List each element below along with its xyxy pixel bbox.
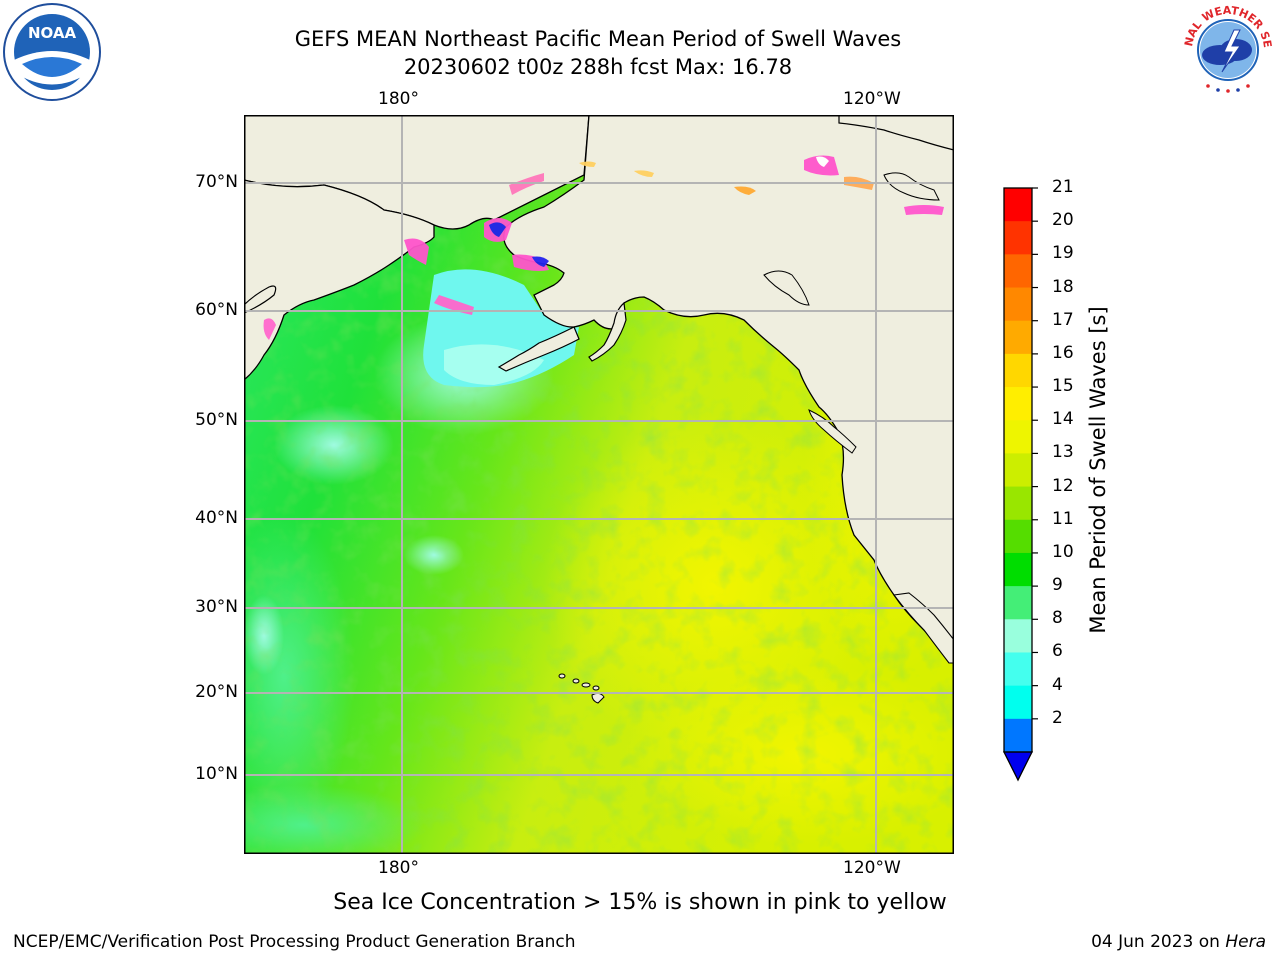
credit-right: 04 Jun 2023 on Hera [1091, 932, 1266, 952]
colorbar-band [1004, 188, 1032, 222]
colorbar-tick-label: 21 [1052, 177, 1074, 197]
colorbar-tick-label: 14 [1052, 409, 1074, 430]
noaa-logo-text: NOAA [28, 24, 77, 42]
colorbar-underflow-triangle [1002, 751, 1034, 782]
colorbar-tick-label: 19 [1052, 243, 1074, 264]
colorbar-band [1004, 387, 1032, 421]
credit-date: 04 Jun 2023 on [1091, 932, 1220, 952]
colorbar-tick-label: 2 [1052, 707, 1063, 728]
lat-label-70n: 70°N [195, 172, 238, 192]
lat-label-30n: 30°N [195, 597, 238, 617]
sea-ice-note: Sea Ice Concentration > 15% is shown in … [333, 890, 947, 915]
colorbar-band [1004, 685, 1032, 720]
colorbar-tick-label: 16 [1052, 342, 1074, 363]
colorbar-band [1004, 486, 1032, 521]
credit-left: NCEP/EMC/Verification Post Processing Pr… [13, 932, 576, 952]
colorbar-band [1004, 254, 1032, 289]
credit-host: Hera [1225, 932, 1266, 952]
colorbar-band [1004, 586, 1032, 620]
colorbar-band [1004, 420, 1032, 454]
lat-label-40n: 40°N [195, 508, 238, 528]
colorbar-tick-label: 17 [1052, 309, 1074, 330]
colorbar-tick-label: 4 [1052, 674, 1063, 695]
swell-period-map [244, 115, 954, 854]
colorbar-band [1004, 221, 1032, 255]
lon-label-top-120w: 120°W [843, 89, 901, 109]
lat-label-50n: 50°N [195, 410, 238, 430]
colorbar-tick-label: 11 [1052, 508, 1074, 529]
colorbar-band [1004, 652, 1032, 687]
colorbar-tick-label: 18 [1052, 276, 1074, 297]
colorbar-tick-label: 20 [1052, 210, 1074, 231]
colorbar-band [1004, 552, 1032, 587]
colorbar-label: Mean Period of Swell Waves [s] [1086, 306, 1110, 634]
colorbar-band [1004, 619, 1032, 653]
colorbar-band [1004, 353, 1032, 388]
chart-title: GEFS MEAN Northeast Pacific Mean Period … [294, 27, 902, 51]
colorbar-band [1004, 519, 1032, 554]
colorbar [1002, 187, 1038, 782]
lon-label-top-180: 180° [378, 89, 419, 109]
colorbar-tick-label: 13 [1052, 442, 1074, 463]
lat-label-60n: 60°N [195, 300, 238, 320]
colorbar-tick-label: 6 [1052, 641, 1063, 662]
colorbar-band [1004, 453, 1032, 488]
colorbar-tick-label: 9 [1052, 575, 1063, 596]
colorbar-band [1004, 287, 1032, 322]
colorbar-band [1004, 718, 1032, 753]
nws-logo: NATIONAL WEATHER SERVICE [1173, 0, 1278, 100]
lon-label-bottom-180: 180° [378, 858, 419, 878]
colorbar-tick-label: 10 [1052, 541, 1074, 562]
chart-subtitle: 20230602 t00z 288h fcst Max: 16.78 [403, 55, 793, 79]
colorbar-tick-label: 15 [1052, 376, 1074, 397]
lat-label-20n: 20°N [195, 682, 238, 702]
colorbar-tick-label: 8 [1052, 608, 1063, 629]
colorbar-tick-label: 12 [1052, 475, 1074, 496]
colorbar-band [1004, 320, 1032, 355]
noaa-logo: NOAA [2, 2, 102, 102]
colorbar-outline [1003, 187, 1033, 753]
lat-label-10n: 10°N [195, 764, 238, 784]
lon-label-bottom-120w: 120°W [843, 858, 901, 878]
